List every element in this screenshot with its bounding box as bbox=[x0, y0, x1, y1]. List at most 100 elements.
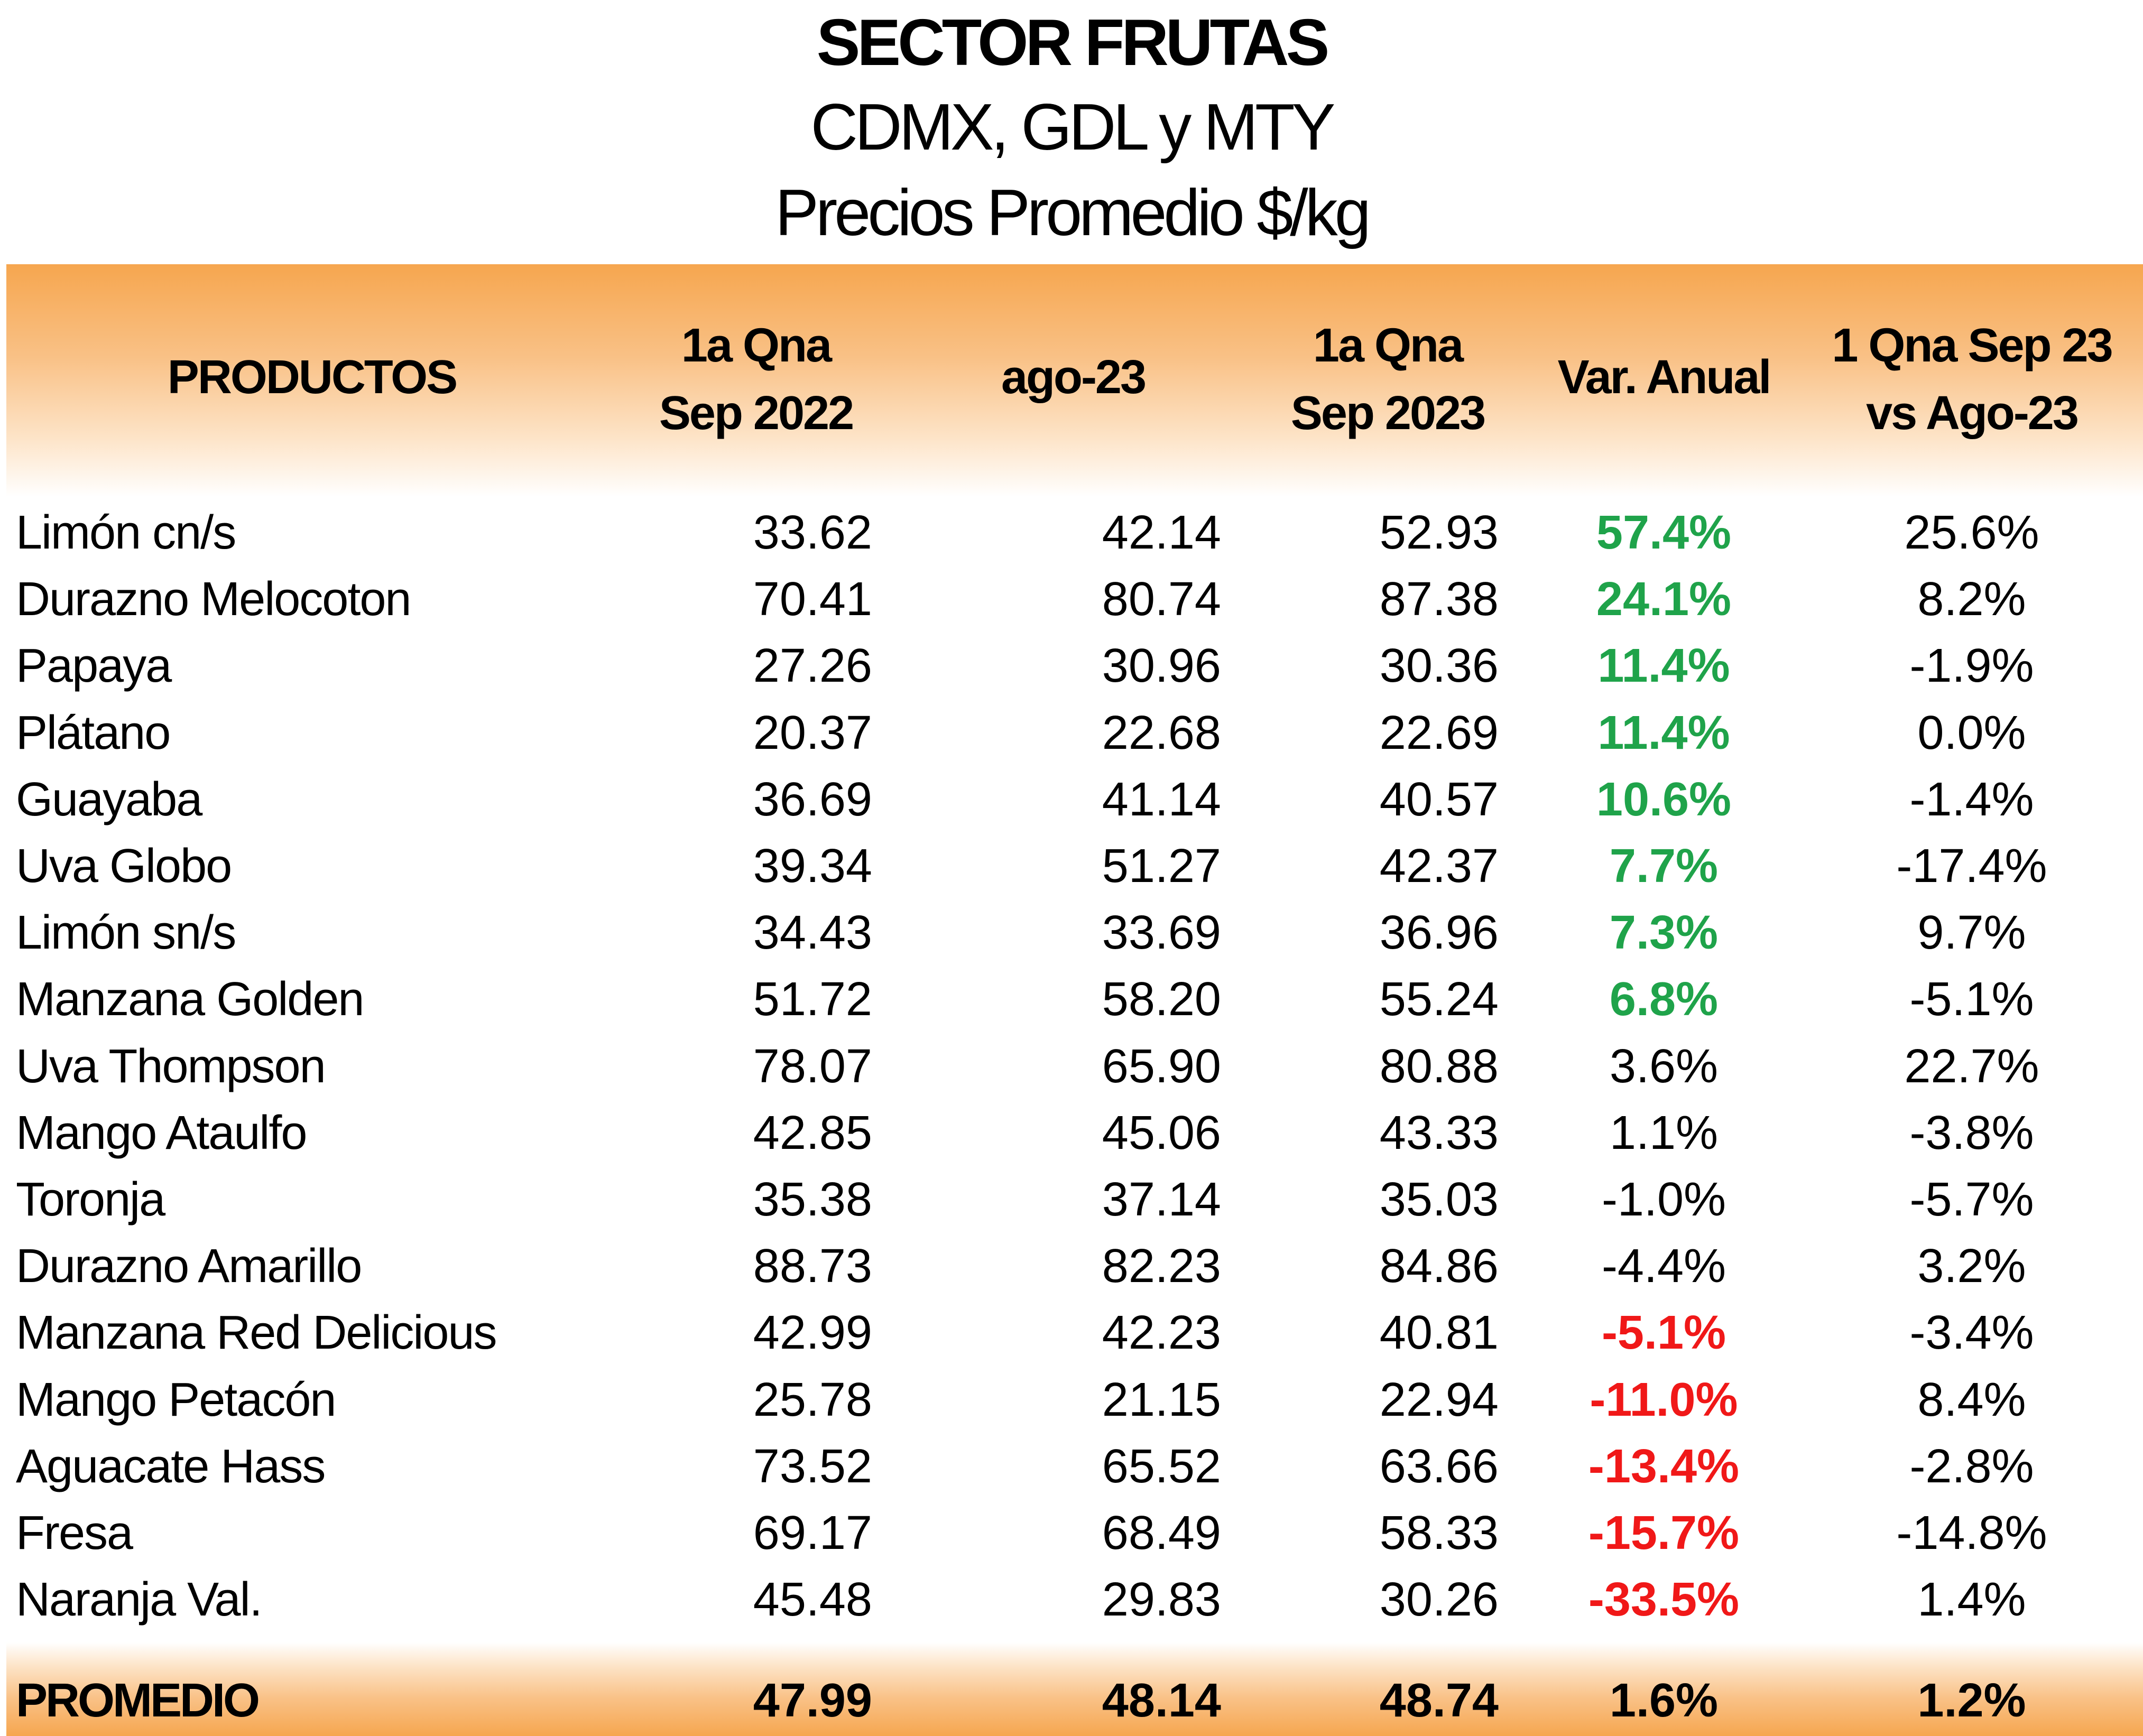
price-ago-23: 45.06 bbox=[1102, 1107, 1221, 1159]
price-sep-2022: 42.99 bbox=[753, 1306, 872, 1359]
table-row: Manzana Golden 51.72 58.20 55.24 6.8% -5.1% bbox=[0, 966, 2143, 1033]
var-anual: 3.6% bbox=[1609, 1040, 1719, 1093]
footer-var-anual: 1.6% bbox=[1609, 1674, 1719, 1727]
price-sep-2022: 45.48 bbox=[753, 1573, 872, 1626]
price-ago-23: 65.90 bbox=[1102, 1040, 1221, 1093]
price-sep-2023: 42.37 bbox=[1379, 840, 1499, 893]
header-productos: PRODUCTOS bbox=[167, 351, 458, 404]
price-ago-23: 68.49 bbox=[1102, 1507, 1221, 1559]
price-ago-23: 42.14 bbox=[1102, 506, 1221, 559]
table-footer bbox=[6, 1642, 2143, 1736]
price-sep-2023: 30.26 bbox=[1379, 1573, 1499, 1626]
product-name: Uva Globo bbox=[16, 840, 232, 893]
footer-sep-2023: 48.74 bbox=[1379, 1674, 1499, 1727]
footer-sep-vs-ago: 1.2% bbox=[1917, 1674, 2026, 1727]
price-sep-2023: 84.86 bbox=[1379, 1240, 1499, 1293]
header-sep-2023: 1a Qna Sep 2023 bbox=[1255, 312, 1520, 447]
price-sep-2023: 36.96 bbox=[1379, 906, 1499, 959]
footer-label: PROMEDIO bbox=[16, 1674, 260, 1727]
price-sep-2022: 42.85 bbox=[753, 1107, 872, 1159]
var-sep-vs-ago: -5.7% bbox=[1909, 1173, 2034, 1226]
var-anual: 57.4% bbox=[1596, 506, 1732, 559]
table-row: Papaya 27.26 30.96 30.36 11.4% -1.9% bbox=[0, 633, 2143, 699]
product-name: Manzana Golden bbox=[16, 973, 364, 1026]
product-name: Manzana Red Delicious bbox=[16, 1306, 497, 1359]
price-sep-2022: 70.41 bbox=[753, 573, 872, 626]
product-name: Limón sn/s bbox=[16, 906, 236, 959]
product-name: Toronja bbox=[16, 1173, 165, 1226]
price-ago-23: 37.14 bbox=[1102, 1173, 1221, 1226]
product-name: Fresa bbox=[16, 1507, 133, 1559]
price-sep-2022: 25.78 bbox=[753, 1373, 872, 1426]
price-ago-23: 58.20 bbox=[1102, 973, 1221, 1026]
header-var-anual: Var. Anual bbox=[1557, 351, 1772, 404]
table-row: Toronja 35.38 37.14 35.03 -1.0% -5.7% bbox=[0, 1166, 2143, 1233]
price-sep-2023: 43.33 bbox=[1379, 1107, 1499, 1159]
price-sep-2022: 27.26 bbox=[753, 639, 872, 692]
table-row: Mango Petacón 25.78 21.15 22.94 -11.0% 8.4% bbox=[0, 1367, 2143, 1433]
price-sep-2023: 22.94 bbox=[1379, 1373, 1499, 1426]
product-name: Papaya bbox=[16, 639, 172, 692]
table-header bbox=[6, 264, 2143, 497]
var-sep-vs-ago: 22.7% bbox=[1904, 1040, 2039, 1093]
price-ago-23: 22.68 bbox=[1102, 707, 1221, 759]
price-sep-2023: 52.93 bbox=[1379, 506, 1499, 559]
header-sep-2022-line2: Sep 2022 bbox=[659, 387, 854, 440]
price-sep-2022: 73.52 bbox=[753, 1440, 872, 1493]
price-ago-23: 82.23 bbox=[1102, 1240, 1221, 1293]
price-sep-2022: 20.37 bbox=[753, 707, 872, 759]
var-anual: -5.1% bbox=[1601, 1306, 1726, 1359]
var-sep-vs-ago: -2.8% bbox=[1909, 1440, 2034, 1493]
var-sep-vs-ago: 25.6% bbox=[1904, 506, 2039, 559]
header-sep-2023-line2: Sep 2023 bbox=[1290, 387, 1486, 440]
price-sep-2023: 22.69 bbox=[1379, 707, 1499, 759]
product-name: Mango Ataulfo bbox=[16, 1107, 307, 1159]
header-sep-vs-ago: 1 Qna Sep 23 vs Ago-23 bbox=[1805, 312, 2138, 447]
var-sep-vs-ago: 8.2% bbox=[1917, 573, 2026, 626]
var-anual: 7.7% bbox=[1609, 840, 1719, 893]
table-row: Aguacate Hass 73.52 65.52 63.66 -13.4% -2.8% bbox=[0, 1433, 2143, 1500]
header-ago-23: ago-23 bbox=[1001, 351, 1147, 404]
var-sep-vs-ago: 0.0% bbox=[1917, 707, 2026, 759]
subtitle-units: Precios Promedio $/kg bbox=[775, 177, 1371, 249]
price-sep-2022: 36.69 bbox=[753, 773, 872, 826]
price-sep-2022: 69.17 bbox=[753, 1507, 872, 1559]
product-name: Mango Petacón bbox=[16, 1373, 336, 1426]
var-sep-vs-ago: -3.4% bbox=[1909, 1306, 2034, 1359]
var-anual: 11.4% bbox=[1597, 639, 1730, 692]
header-sep-2022: 1a Qna Sep 2022 bbox=[624, 312, 888, 447]
price-ago-23: 80.74 bbox=[1102, 573, 1221, 626]
price-sep-2022: 51.72 bbox=[753, 973, 872, 1026]
product-name: Guayaba bbox=[16, 773, 202, 826]
var-sep-vs-ago: -1.4% bbox=[1909, 773, 2034, 826]
var-sep-vs-ago: 3.2% bbox=[1917, 1240, 2026, 1293]
table-row: Mango Ataulfo 42.85 45.06 43.33 1.1% -3.8% bbox=[0, 1100, 2143, 1166]
price-sep-2022: 39.34 bbox=[753, 840, 872, 893]
price-sep-2022: 78.07 bbox=[753, 1040, 872, 1093]
price-sep-2022: 35.38 bbox=[753, 1173, 872, 1226]
product-name: Aguacate Hass bbox=[16, 1440, 326, 1493]
price-ago-23: 30.96 bbox=[1102, 639, 1221, 692]
product-name: Limón cn/s bbox=[16, 506, 236, 559]
price-sep-2023: 58.33 bbox=[1379, 1507, 1499, 1559]
var-anual: 7.3% bbox=[1609, 906, 1719, 959]
header-sep-2023-line1: 1a Qna bbox=[1313, 319, 1464, 372]
var-anual: -15.7% bbox=[1588, 1507, 1740, 1559]
var-anual: 11.4% bbox=[1597, 707, 1730, 759]
var-anual: 6.8% bbox=[1609, 973, 1719, 1026]
price-ago-23: 33.69 bbox=[1102, 906, 1221, 959]
product-name: Durazno Melocoton bbox=[16, 573, 411, 626]
product-name: Plátano bbox=[16, 707, 171, 759]
var-sep-vs-ago: 1.4% bbox=[1917, 1573, 2026, 1626]
var-sep-vs-ago: 9.7% bbox=[1917, 906, 2026, 959]
table-row: Uva Thompson 78.07 65.90 80.88 3.6% 22.7% bbox=[0, 1033, 2143, 1100]
price-ago-23: 41.14 bbox=[1102, 773, 1221, 826]
table-row: Durazno Melocoton 70.41 80.74 87.38 24.1% 8.2… bbox=[0, 566, 2143, 633]
price-ago-23: 21.15 bbox=[1102, 1373, 1221, 1426]
main-title: SECTOR FRUTAS bbox=[816, 6, 1330, 79]
price-sep-2023: 30.36 bbox=[1379, 639, 1499, 692]
price-sep-2023: 40.81 bbox=[1379, 1306, 1499, 1359]
var-sep-vs-ago: -5.1% bbox=[1909, 973, 2034, 1026]
header-sep-vs-ago-line1: 1 Qna Sep 23 bbox=[1832, 319, 2113, 372]
var-sep-vs-ago: 8.4% bbox=[1917, 1373, 2026, 1426]
